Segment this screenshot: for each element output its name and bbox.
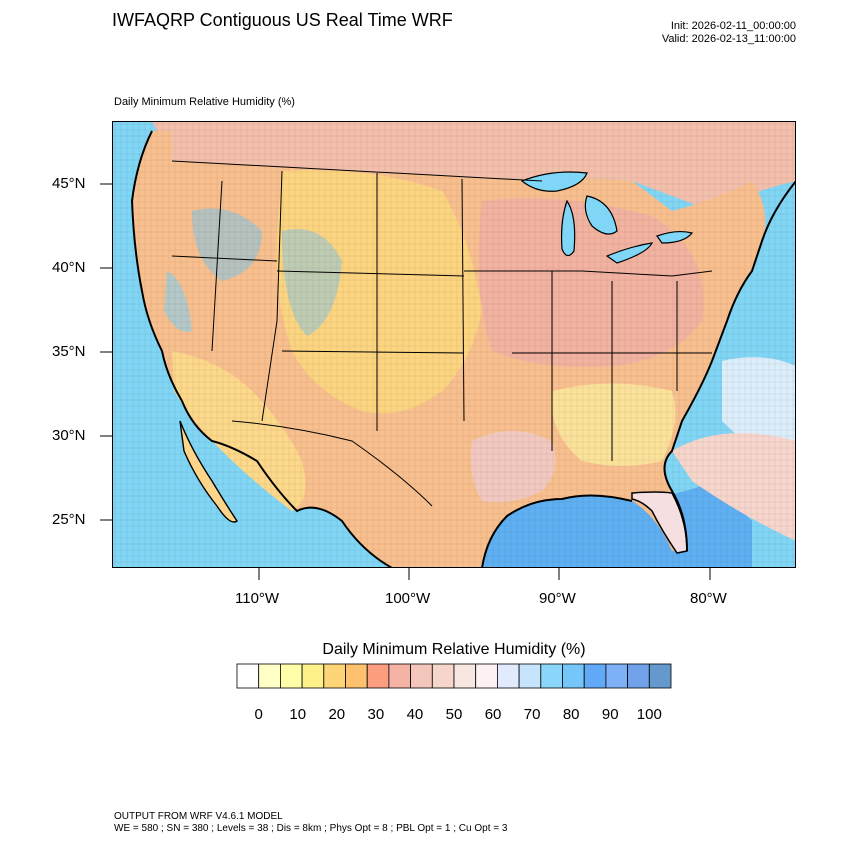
legend-color-box: [605, 663, 629, 689]
legend-color-box: [562, 663, 585, 689]
lat-label: 25°N: [52, 511, 86, 528]
legend-tick-label: 30: [368, 706, 385, 723]
lat-label: 35°N: [52, 343, 86, 360]
lat-label: 40°N: [52, 259, 86, 276]
legend-color-box: [518, 663, 542, 689]
legend-color-box: [583, 663, 607, 689]
plot-title: IWFAQRP Contiguous US Real Time WRF: [112, 10, 453, 30]
state-borders: [171, 160, 713, 507]
contour-texture: [112, 121, 796, 568]
legend-color-box: [366, 663, 390, 689]
legend-color-box: [301, 663, 325, 689]
legend-tick-label: 50: [446, 706, 463, 723]
lake-erie: [605, 242, 654, 264]
legend-tick-label: 40: [407, 706, 424, 723]
legend-color-box: [540, 663, 563, 689]
legend-color-box: [236, 663, 260, 689]
lat-label: 45°N: [52, 175, 86, 192]
legend-color-box: [345, 663, 368, 689]
legend-color-box: [258, 663, 281, 689]
field-label: Daily Minimum Relative Humidity (%): [114, 96, 295, 108]
legend-color-box: [323, 663, 346, 689]
legend-color-box: [279, 663, 303, 689]
legend-color-box: [627, 663, 650, 689]
florida-peninsula: [631, 491, 688, 554]
model-info: OUTPUT FROM WRF V4.6.1 MODEL: [114, 811, 283, 822]
lon-label: 100°W: [385, 590, 431, 607]
legend-color-box: [431, 663, 455, 689]
legend-color-box: [496, 663, 520, 689]
legend-tick-label: 0: [255, 706, 263, 723]
valid-time: Valid: 2026-02-13_11:00:00: [661, 33, 796, 45]
lake-huron: [584, 195, 618, 235]
legend-title: Daily Minimum Relative Humidity (%): [322, 641, 586, 658]
lon-label: 80°W: [690, 590, 727, 607]
model-config: WE = 580 ; SN = 380 ; Levels = 38 ; Dis …: [114, 823, 508, 834]
legend-color-box: [648, 663, 672, 689]
map-frame: [112, 121, 796, 568]
legend-tick-label: 60: [485, 706, 502, 723]
lon-label: 110°W: [235, 590, 280, 607]
baja-california: [179, 420, 238, 523]
legend-tick-label: 20: [328, 706, 345, 723]
legend-tick-label: 10: [289, 706, 306, 723]
coastline: [130, 130, 796, 568]
lon-label: 90°W: [539, 590, 576, 607]
lake-ontario: [656, 230, 694, 244]
humidity-map: [112, 121, 796, 568]
legend-tick-label: 80: [563, 706, 580, 723]
legend-color-box: [410, 663, 433, 689]
legend-tick-label: 100: [637, 706, 662, 723]
legend-tick-label: 90: [602, 706, 619, 723]
legend-color-box: [388, 663, 411, 689]
legend-color-box: [475, 663, 498, 689]
legend-tick-label: 70: [524, 706, 541, 723]
lake-superior: [520, 171, 588, 192]
legend-color-box: [453, 663, 477, 689]
lake-michigan: [560, 199, 576, 257]
init-time: Init: 2026-02-11_00:00:00: [670, 20, 796, 32]
lat-label: 30°N: [52, 427, 86, 444]
